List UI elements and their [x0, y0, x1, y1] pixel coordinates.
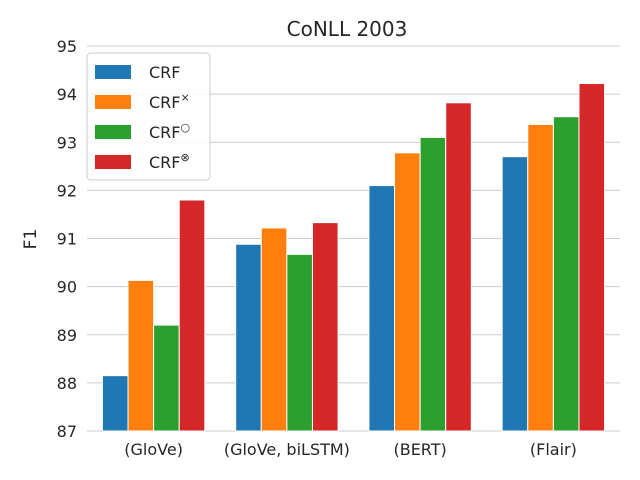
y-tick-label: 94 — [57, 85, 77, 104]
y-axis-label: F1 — [21, 229, 41, 250]
bar — [311, 222, 339, 432]
bar — [101, 375, 129, 432]
bar — [286, 253, 313, 432]
y-tick-label: 88 — [57, 374, 77, 393]
legend-label-name: CRF — [149, 153, 181, 172]
legend-swatch — [95, 95, 131, 109]
y-tick-label: 95 — [57, 37, 77, 56]
x-tick-label: (GloVe) — [124, 440, 183, 459]
legend-label-superscript: × — [181, 91, 190, 104]
legend-label: CRF× — [149, 91, 190, 112]
legend-label-superscript: ○ — [181, 121, 191, 134]
legend-label-name: CRF — [149, 123, 181, 142]
legend-swatch — [95, 155, 131, 169]
bar — [394, 152, 421, 432]
legend-box — [86, 52, 211, 181]
x-tick-label: (Flair) — [530, 440, 577, 459]
bar — [153, 324, 180, 432]
bar — [368, 185, 396, 432]
y-axis-ticks: 87 88 89 90 91 92 93 94 95 — [57, 37, 77, 441]
y-tick-label: 87 — [57, 422, 77, 441]
y-tick-label: 90 — [57, 278, 77, 297]
bar — [235, 243, 262, 432]
legend-swatch — [95, 125, 131, 139]
legend-label-name: CRF — [149, 93, 181, 112]
bar — [419, 136, 447, 432]
legend-label: CRF — [149, 63, 181, 82]
bar — [527, 123, 554, 432]
bar — [501, 156, 529, 432]
bar — [260, 227, 288, 432]
legend-label-name: CRF — [149, 63, 181, 82]
x-tick-label: (BERT) — [393, 440, 446, 459]
y-tick-label: 91 — [57, 230, 77, 249]
y-tick-label: 89 — [57, 326, 77, 345]
bar — [445, 102, 472, 432]
legend-label-superscript: ⊗ — [181, 151, 190, 164]
y-tick-label: 93 — [57, 133, 77, 152]
bars — [101, 83, 606, 432]
y-tick-label: 92 — [57, 181, 77, 200]
x-tick-label: (GloVe, biLSTM) — [224, 440, 350, 459]
x-axis-ticks: (GloVe) (GloVe, biLSTM) (BERT) (Flair) — [124, 440, 577, 459]
legend-label: CRF⊗ — [149, 151, 190, 172]
bar — [127, 279, 155, 432]
bar — [178, 199, 206, 432]
bar — [552, 116, 580, 432]
bar — [578, 83, 606, 432]
legend-label: CRF○ — [149, 121, 190, 142]
chart-title: CoNLL 2003 — [287, 17, 408, 41]
legend-swatch — [95, 65, 131, 79]
